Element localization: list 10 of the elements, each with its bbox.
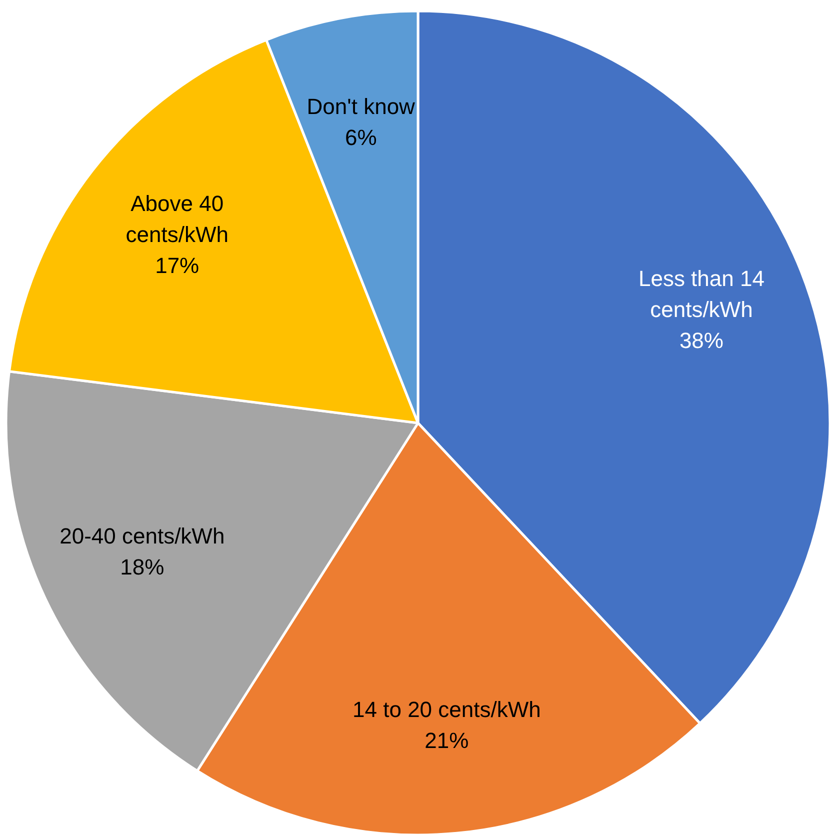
- slice-label: 20-40 cents/kWh: [60, 523, 225, 548]
- data-label: 18%: [120, 554, 164, 580]
- data-label: 21%: [424, 728, 469, 753]
- slice-label: Don't know: [306, 94, 416, 119]
- data-label: 6%: [344, 124, 377, 150]
- data-label: 17%: [155, 252, 200, 278]
- data-label: 38%: [679, 328, 724, 353]
- slice-label: 14 to 20 cents/kWh: [352, 696, 541, 722]
- slice-label: Less than 14 cents/kWh: [638, 266, 764, 322]
- slice-label: Above 40 cents/kWh: [126, 190, 228, 247]
